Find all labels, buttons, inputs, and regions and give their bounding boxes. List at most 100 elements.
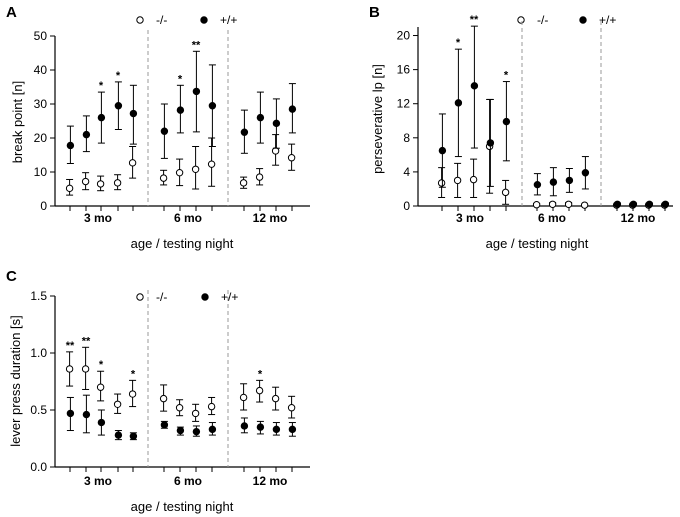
legend-a-label-ko: -/- [156, 13, 167, 27]
point-a-1-6 [176, 106, 185, 114]
point-a-0-0 [65, 184, 74, 193]
group-label-b-6mo: 6 mo [538, 211, 566, 225]
legend-a: -/- +/+ [136, 13, 237, 27]
point-a-1-3 [114, 102, 123, 110]
y-tick-label-a-4: 40 [34, 63, 48, 77]
group-label-b-12mo: 12 mo [621, 211, 656, 225]
y-tick-label-b-4: 16 [397, 63, 411, 77]
point-c-0-3 [113, 400, 122, 408]
point-a-1-1 [82, 130, 91, 139]
significance-c-4: * [131, 368, 136, 380]
point-c-1-9 [240, 422, 249, 430]
significance-a-7: ** [192, 39, 201, 51]
point-c-0-7 [191, 409, 200, 418]
legend-c: -/- +/+ [136, 290, 238, 304]
group-label-b-3mo: 3 mo [456, 211, 484, 225]
point-b-0-0 [437, 179, 446, 187]
panel-letter-a: A [6, 4, 17, 21]
legend-b-marker-ko [517, 16, 525, 24]
point-c-0-4 [128, 390, 137, 398]
significance-c-10: * [258, 368, 263, 380]
y-tick-label-a-2: 20 [34, 131, 48, 145]
point-a-1-10 [256, 113, 265, 122]
ylabel-a: break point [n] [10, 81, 25, 163]
y-tick-label-b-1: 4 [403, 165, 410, 179]
point-a-0-2 [96, 180, 105, 188]
significance-c-1: ** [82, 335, 91, 347]
point-b-0-7 [564, 200, 573, 208]
point-b-1-11 [645, 200, 654, 208]
legend-c-marker-ko [136, 293, 144, 301]
point-b-1-7 [565, 176, 574, 185]
y-tick-label-b-2: 8 [403, 131, 410, 145]
legend-b-label-wt: +/+ [599, 13, 616, 27]
legend-c-marker-wt [201, 293, 209, 301]
point-c-1-11 [272, 425, 281, 434]
y-tick-label-b-0: 0 [403, 199, 410, 213]
legend-c-label-wt: +/+ [221, 290, 238, 304]
legend-b: -/- +/+ [517, 13, 616, 27]
point-a-1-5 [160, 127, 169, 135]
point-c-0-6 [175, 404, 184, 412]
point-a-1-2 [97, 113, 106, 122]
point-c-1-3 [114, 431, 123, 439]
point-c-1-12 [288, 425, 297, 434]
point-c-0-2 [96, 383, 105, 391]
xlabel-a: age / testing night [131, 236, 234, 251]
point-c-1-8 [208, 425, 217, 434]
y-tick-label-a-3: 30 [34, 97, 48, 111]
y-tick-label-c-0: 0.0 [30, 460, 47, 474]
ylabel-c: lever press duration [s] [8, 315, 23, 447]
point-a-0-9 [239, 179, 248, 187]
point-b-1-3 [486, 139, 495, 147]
point-b-0-8 [580, 201, 589, 209]
point-a-1-9 [240, 128, 249, 136]
point-b-1-0 [438, 146, 447, 155]
point-c-1-2 [97, 418, 106, 427]
point-c-0-8 [207, 402, 216, 411]
legend-a-marker-ko [136, 16, 144, 24]
panel-c: C lever press duration [s] age / testing… [6, 268, 310, 514]
group-label-a-6mo: 6 mo [174, 211, 202, 225]
xlabel-b: age / testing night [486, 236, 589, 251]
point-b-1-9 [613, 200, 622, 208]
legend-a-marker-wt [200, 16, 208, 24]
point-b-1-12 [661, 200, 670, 208]
y-tick-label-c-2: 1.0 [30, 346, 47, 360]
point-b-1-1 [454, 99, 463, 107]
point-a-0-6 [175, 168, 184, 177]
y-tick-label-a-5: 50 [34, 29, 48, 43]
y-tick-label-b-5: 20 [397, 29, 411, 43]
panel-a: A break point [n] age / testing night 3 … [6, 4, 310, 251]
point-a-1-11 [272, 119, 281, 128]
group-label-c-6mo: 6 mo [174, 474, 202, 488]
significance-c-0: ** [66, 340, 75, 352]
point-a-0-5 [159, 174, 168, 182]
point-a-1-7 [192, 87, 201, 96]
point-c-1-0 [66, 409, 75, 418]
legend-c-label-ko: -/- [156, 290, 167, 304]
point-a-1-4 [129, 109, 138, 118]
point-c-0-0 [65, 365, 74, 373]
point-c-1-1 [82, 410, 91, 419]
legend-a-label-wt: +/+ [220, 13, 237, 27]
point-b-1-2 [470, 82, 479, 90]
point-b-0-4 [501, 188, 510, 197]
significance-b-4: * [504, 70, 509, 82]
legend-b-label-ko: -/- [537, 13, 548, 27]
ylabel-b: perseverative lp [n] [370, 64, 385, 174]
point-b-0-6 [548, 200, 557, 208]
plot-area-c: 0.00.51.01.5** **** * [30, 289, 310, 474]
group-label-a-12mo: 12 mo [253, 211, 288, 225]
point-c-0-5 [159, 394, 168, 403]
point-a-0-10 [255, 173, 264, 181]
point-a-0-7 [191, 165, 200, 173]
point-a-1-8 [208, 102, 217, 110]
point-c-1-4 [129, 432, 138, 440]
point-a-1-12 [288, 105, 297, 113]
group-label-a-3mo: 3 mo [84, 211, 112, 225]
y-tick-label-c-3: 1.5 [30, 289, 47, 303]
significance-b-1: * [456, 37, 461, 49]
point-b-1-4 [502, 117, 511, 126]
